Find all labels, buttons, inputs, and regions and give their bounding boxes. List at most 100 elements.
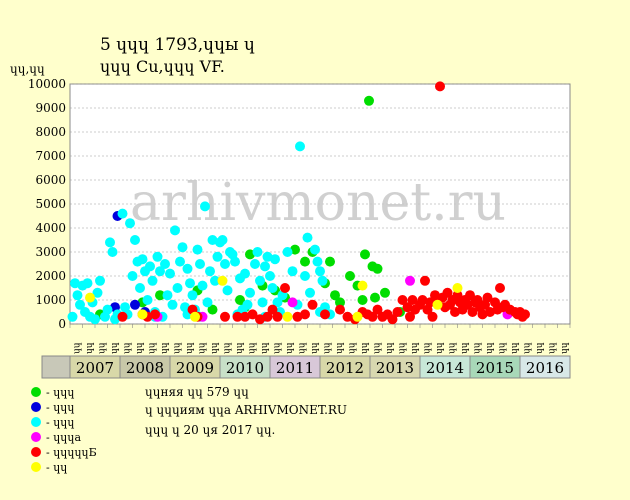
quarter-label: ɥɥ — [97, 342, 107, 354]
series-2-point — [242, 299, 253, 310]
legend-marker — [31, 402, 41, 412]
series-5-point — [85, 292, 95, 303]
series-2-point — [177, 242, 188, 253]
year-label: 2008 — [126, 359, 164, 377]
y-tick-label: 7000 — [35, 149, 66, 163]
year-label: 2009 — [176, 359, 214, 377]
series-2-point — [305, 287, 315, 298]
quarter-label: ɥɥ — [385, 342, 395, 354]
year-label: 2016 — [526, 359, 564, 377]
quarter-label: ɥɥ — [72, 342, 82, 354]
series-4-point — [467, 307, 478, 317]
legend-label: - ɥɥɥ — [46, 416, 74, 429]
series-4-point — [402, 302, 413, 313]
series-2-point — [147, 275, 158, 286]
quarter-label: ɥɥ — [247, 342, 257, 354]
quarter-label: ɥɥ — [422, 342, 432, 354]
quarter-label: ɥɥ — [547, 342, 557, 354]
series-0-point — [357, 295, 368, 305]
series-2-point — [295, 141, 305, 152]
y-tick-label: 8000 — [35, 125, 66, 139]
series-5-point — [190, 311, 200, 322]
series-0-point — [380, 287, 390, 298]
series-2-point — [142, 295, 153, 305]
quarter-label: ɥɥ — [410, 342, 420, 354]
series-0-point — [235, 295, 245, 305]
quarter-label: ɥɥ — [472, 342, 482, 354]
series-4-point — [450, 307, 460, 317]
footer-line3: ɥɥɥ ɥ 20 ɥя 2017 ɥɥ. — [145, 423, 275, 437]
series-2-point — [167, 299, 178, 310]
series-2-point — [267, 283, 278, 293]
year-label: 2012 — [326, 359, 364, 377]
series-2-point — [127, 271, 138, 281]
series-4-point — [427, 311, 438, 322]
quarter-label: ɥɥ — [510, 342, 520, 354]
quarter-label: ɥɥ — [497, 342, 507, 354]
y-tick-label: 6000 — [35, 173, 66, 187]
series-2-point — [72, 290, 83, 301]
quarter-label: ɥɥ — [297, 342, 307, 354]
series-2-point — [172, 283, 183, 293]
series-4-point — [387, 314, 398, 325]
series-2-point — [70, 278, 80, 289]
chart-title-line1: 5 ɥɥɥ 1793,ɥɥы ɥ — [100, 35, 255, 55]
series-2-point — [192, 244, 203, 255]
series-0-point — [345, 271, 355, 281]
quarter-label: ɥɥ — [372, 342, 382, 354]
series-5-point — [357, 280, 368, 291]
quarter-label: ɥɥ — [322, 342, 332, 354]
series-2-point — [107, 247, 118, 257]
series-2-point — [252, 247, 263, 257]
quarter-label: ɥɥ — [335, 342, 345, 354]
legend-marker — [31, 387, 41, 397]
series-2-point — [155, 266, 165, 277]
series-2-point — [222, 285, 233, 296]
footer-line1: ɥɥняя ɥɥ 579 ɥɥ — [145, 385, 249, 399]
series-0-point — [207, 304, 218, 315]
series-4-point — [280, 283, 290, 293]
series-4-point — [485, 307, 495, 317]
series-4-point — [520, 309, 530, 320]
series-0-point — [300, 256, 310, 267]
quarter-label: ɥɥ — [347, 342, 357, 354]
series-2-point — [315, 266, 325, 277]
series-2-point — [282, 247, 293, 257]
series-2-point — [312, 256, 323, 267]
legend-marker — [31, 462, 41, 472]
series-2-point — [317, 275, 328, 286]
series-5-point — [452, 283, 463, 293]
series-2-point — [125, 218, 135, 229]
series-2-point — [250, 259, 260, 269]
quarter-label: ɥɥ — [535, 342, 545, 354]
series-2-point — [200, 201, 210, 212]
series-0-point — [335, 297, 345, 308]
series-2-point — [170, 225, 180, 236]
year-label: 2010 — [226, 359, 264, 377]
y-axis-label: ɥɥ,ɥɥ — [10, 62, 45, 76]
series-4-point — [300, 309, 310, 320]
series-2-point — [182, 263, 193, 274]
series-4-point — [495, 283, 505, 293]
series-2-point — [165, 268, 175, 279]
series-4-point — [117, 311, 128, 322]
quarter-label: ɥɥ — [135, 342, 145, 354]
legend-marker — [31, 417, 41, 427]
year-box — [519, 355, 571, 379]
quarter-label: ɥɥ — [147, 342, 157, 354]
quarter-label: ɥɥ — [522, 342, 532, 354]
series-5-point — [432, 299, 443, 310]
series-2-point — [212, 251, 223, 262]
series-2-point — [67, 311, 78, 322]
series-2-point — [220, 259, 230, 269]
series-4-point — [417, 295, 428, 305]
series-2-point — [300, 271, 310, 281]
series-2-point — [152, 251, 163, 262]
series-2-point — [287, 266, 298, 277]
quarter-label: ɥɥ — [122, 342, 132, 354]
series-4-point — [420, 275, 430, 286]
y-tick-label: 5000 — [35, 197, 66, 211]
series-2-point — [197, 280, 208, 291]
quarter-label: ɥɥ — [560, 342, 570, 354]
series-2-point — [185, 278, 195, 289]
